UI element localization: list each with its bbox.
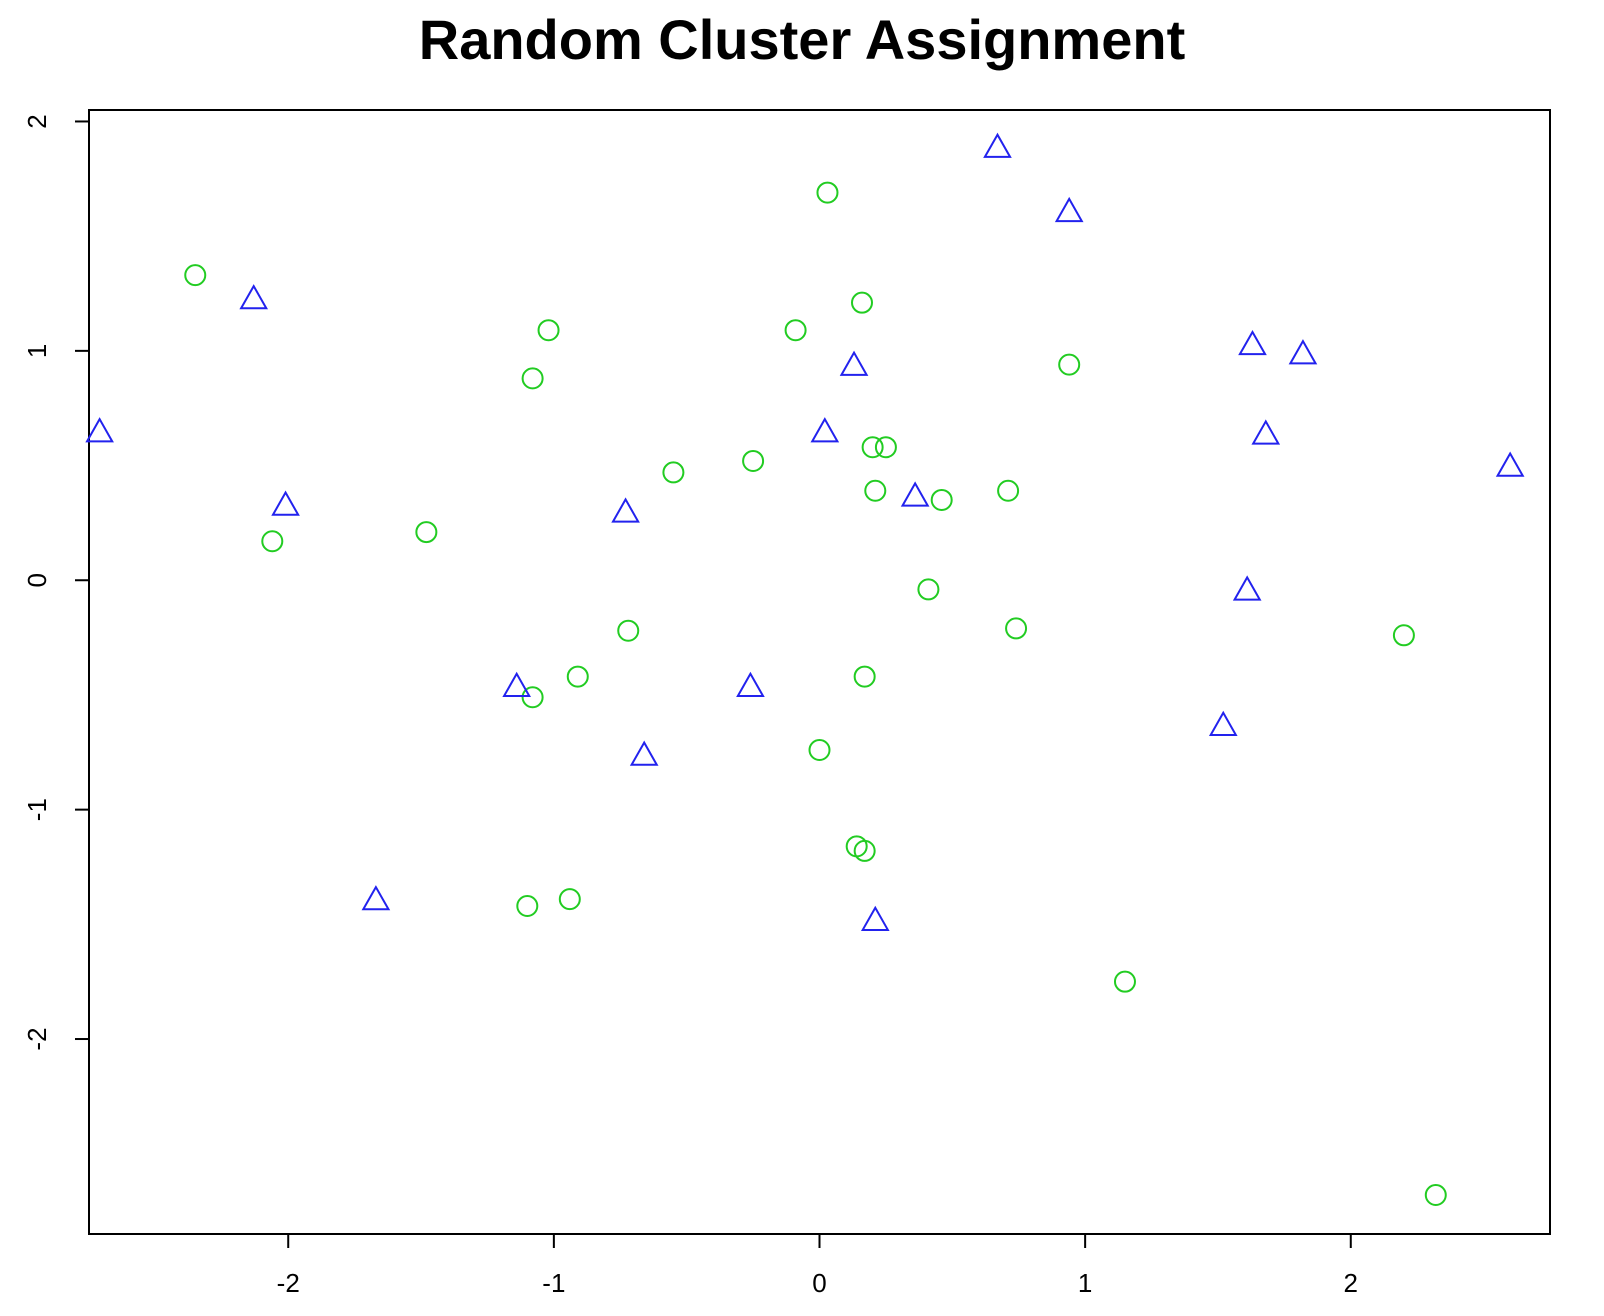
data-point-triangle	[85, 417, 114, 443]
data-point-triangle	[839, 350, 869, 376]
chart-title: Random Cluster Assignment	[418, 8, 1186, 71]
plot-frame	[88, 109, 1551, 1235]
data-point-triangle	[900, 481, 930, 507]
x-tick-label: 0	[812, 1268, 826, 1298]
data-point-circle	[558, 888, 581, 911]
data-point-circle	[851, 291, 874, 314]
data-point-triangle	[361, 885, 391, 911]
data-point-circle	[816, 181, 839, 204]
data-point-circle	[917, 578, 940, 601]
data-point-circle	[1005, 617, 1028, 640]
data-point-triangle	[1208, 710, 1238, 736]
data-point-circle	[617, 619, 640, 642]
y-tick-label: 0	[22, 573, 52, 587]
data-point-circle	[516, 894, 539, 917]
data-point-circle	[997, 479, 1020, 502]
data-point-circle	[874, 436, 897, 459]
data-point-triangle	[271, 490, 300, 516]
data-point-circle	[415, 521, 438, 544]
data-point-circle	[853, 839, 876, 862]
data-point-triangle	[1054, 196, 1084, 223]
data-point-circle	[1058, 353, 1081, 376]
data-point-triangle	[860, 905, 890, 931]
x-tick-label: 2	[1344, 1268, 1358, 1298]
y-tick-label: -1	[22, 798, 52, 821]
data-point-triangle	[239, 284, 269, 310]
data-point-circle	[864, 479, 887, 502]
x-tick-label: -1	[542, 1268, 565, 1298]
data-point-triangle	[1288, 339, 1318, 365]
y-tick-label: 2	[22, 114, 52, 128]
data-point-triangle	[736, 671, 765, 697]
data-point-circle	[930, 488, 953, 511]
y-tick-label: -2	[22, 1027, 52, 1050]
y-tick-label: 1	[22, 344, 52, 358]
data-point-circle	[853, 665, 876, 688]
data-point-triangle	[611, 497, 640, 523]
data-point-triangle	[983, 132, 1012, 158]
data-point-circle	[861, 436, 884, 459]
data-point-circle	[261, 530, 284, 553]
data-point-circle	[1424, 1184, 1447, 1207]
data-point-circle	[521, 686, 544, 709]
x-tick-label: 1	[1078, 1268, 1092, 1298]
data-point-triangle	[502, 671, 531, 697]
data-point-circle	[1113, 970, 1136, 993]
data-point-circle	[521, 367, 544, 390]
data-point-circle	[1392, 624, 1415, 647]
data-point-triangle	[629, 740, 659, 766]
data-point-circle	[808, 738, 831, 761]
data-point-triangle	[1251, 419, 1281, 445]
x-tick-label: -2	[277, 1268, 300, 1298]
data-point-circle	[662, 461, 685, 484]
data-point-triangle	[810, 417, 840, 443]
data-point-circle	[784, 319, 807, 342]
data-point-circle	[184, 264, 207, 287]
data-point-circle	[566, 665, 589, 688]
data-point-circle	[742, 449, 765, 472]
data-point-triangle	[1495, 451, 1525, 477]
data-point-circle	[537, 319, 560, 342]
data-point-triangle	[1238, 329, 1267, 356]
data-point-triangle	[1232, 575, 1262, 601]
